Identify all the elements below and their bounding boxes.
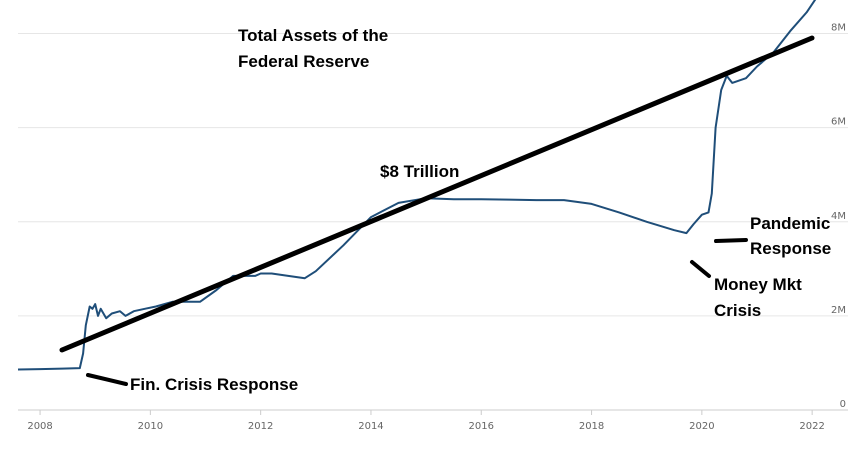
y-tick-label-0: 0 [840,399,846,410]
y-tick-label-2: 4M [831,211,846,222]
annotation-fin-crisis: Fin. Crisis Response [130,375,298,394]
x-tick-label-5: 2018 [579,421,604,432]
y-tick-label-4: 8M [831,23,846,34]
x-tick-label-7: 2022 [799,421,824,432]
annotation-pandemic-line-1: Pandemic [750,214,830,233]
fin-crisis-pointer [86,373,128,386]
chart-title-line-2: Federal Reserve [238,52,369,71]
annotation-pandemic-line-2: Response [750,239,831,258]
annotation-money-mkt-line-2: Crisis [714,301,761,320]
x-tick-label-1: 2010 [138,421,163,432]
annotation-money-mkt-line-1: Money Mkt [714,275,802,294]
x-tick-label-4: 2016 [469,421,494,432]
y-axis-ticks: 0 2M 4M 6M 8M [831,23,846,410]
y-tick-label-1: 2M [831,305,846,316]
chart-title-line-1: Total Assets of the [238,26,388,45]
grid [18,33,848,317]
annotation-8-trillion: $8 Trillion [380,162,459,181]
x-tick-label-2: 2012 [248,421,273,432]
money-mkt-pointer [690,260,711,278]
x-tick-label-0: 2008 [27,421,52,432]
x-tick-label-6: 2020 [689,421,714,432]
x-tick-label-3: 2014 [358,421,383,432]
pandemic-pointer [714,238,748,243]
y-tick-label-3: 6M [831,117,846,128]
x-axis-ticks: 2008 2010 2012 2014 2016 2018 2020 2022 [27,410,825,432]
trend-arrow-line [59,35,815,353]
